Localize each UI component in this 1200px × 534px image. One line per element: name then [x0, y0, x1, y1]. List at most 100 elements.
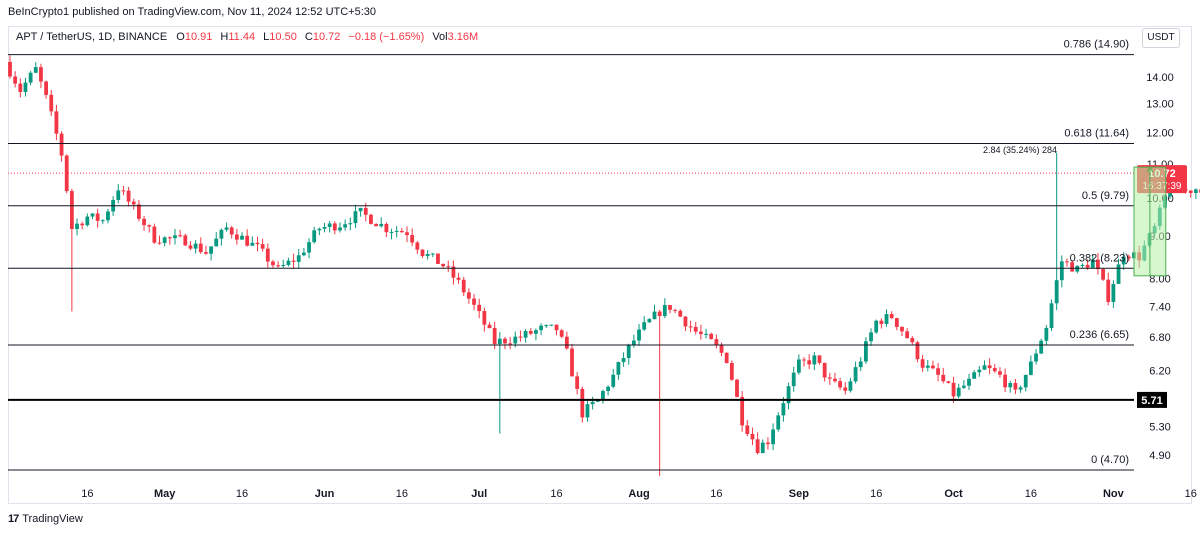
candle-body — [719, 345, 724, 353]
candle-body — [977, 369, 982, 373]
candle-body — [260, 244, 265, 249]
candle-body — [838, 381, 843, 388]
candle-body — [931, 365, 935, 369]
candle-body — [539, 325, 543, 331]
candle-body — [121, 190, 126, 192]
fib-level-label: 0.5 (9.79) — [1082, 190, 1129, 202]
candle-body — [889, 314, 894, 319]
candle-body — [657, 311, 662, 317]
publish-info: BeInCrypto1 published on TradingView.com… — [8, 6, 377, 18]
candle-body — [549, 324, 554, 326]
x-tick-label: 16 — [236, 488, 248, 500]
candle-body — [152, 226, 157, 243]
chart-frame[interactable] — [8, 26, 1192, 504]
candle-body — [858, 361, 863, 368]
fib-level-label: 0.618 (11.64) — [1064, 127, 1129, 139]
candle-body — [234, 234, 239, 240]
candle-body — [709, 333, 714, 340]
candle-body — [812, 355, 817, 365]
symbol-label[interactable]: APT / TetherUS, 1D, BINANCE — [16, 31, 168, 43]
candle-body — [827, 377, 832, 379]
candle-body — [606, 386, 610, 392]
candle-body — [8, 61, 12, 77]
y-tick-label: 4.90 — [1149, 450, 1170, 462]
candle-body — [307, 242, 311, 253]
candle-body — [688, 326, 693, 328]
y-tick-label: 5.30 — [1149, 422, 1170, 434]
candle-body — [456, 277, 461, 280]
candle-body — [399, 230, 404, 233]
candle-body — [95, 213, 100, 221]
candle-body — [1023, 374, 1028, 388]
candle-body — [822, 362, 827, 378]
candle-body — [466, 292, 471, 299]
candle-body — [534, 330, 538, 334]
x-tick-label: Aug — [628, 488, 649, 500]
volume-value: 3.16M — [447, 31, 479, 43]
candle-body — [925, 365, 930, 368]
candle-body — [972, 372, 977, 379]
candle-body — [1126, 256, 1131, 259]
candle-body — [570, 348, 574, 377]
fib-level-label: 0.382 (8.23) — [1070, 252, 1129, 264]
candle-body — [735, 379, 739, 397]
candle-body — [601, 391, 605, 400]
candle-body — [405, 232, 409, 236]
candle-body — [219, 229, 224, 239]
ohlc-legend: APT / TetherUS, 1D, BINANCE O10.91 H11.4… — [16, 31, 483, 43]
high-value: 11.44 — [228, 31, 256, 43]
y-tick-label: 14.00 — [1146, 72, 1174, 84]
candle-body — [137, 204, 141, 219]
candle-body — [998, 371, 1002, 375]
candle-body — [193, 243, 198, 249]
candle-body — [162, 237, 167, 244]
candle-body — [209, 246, 213, 254]
candle-body — [173, 235, 177, 239]
candle-body — [508, 343, 513, 345]
candle-body — [745, 425, 750, 434]
candle-body — [33, 67, 38, 73]
candle-body — [956, 387, 961, 397]
y-tick-label: 6.80 — [1149, 332, 1170, 344]
measure-label: 2.84 (35.24%) 284 — [983, 145, 1057, 155]
candle-body — [1085, 264, 1090, 268]
candle-body — [441, 264, 446, 267]
candle-body — [662, 305, 667, 317]
candle-body — [446, 266, 451, 268]
candle-body — [874, 320, 879, 333]
open-value: 10.91 — [184, 31, 213, 43]
candle-body — [1028, 361, 1033, 375]
fib-level-label: 0.236 (6.65) — [1070, 329, 1129, 341]
candle-body — [384, 223, 389, 233]
support-level-label: 5.71 — [1141, 395, 1162, 407]
currency-button[interactable]: USDT — [1142, 28, 1180, 48]
candle-body — [791, 372, 796, 387]
candle-body — [358, 207, 363, 212]
candle-body — [564, 336, 569, 349]
candle-body — [394, 230, 399, 232]
candle-body — [590, 401, 595, 405]
candle-body — [363, 207, 368, 215]
tradingview-footer[interactable]: 17 TradingView — [8, 513, 83, 525]
candle-body — [296, 255, 301, 262]
candle-body — [575, 376, 580, 389]
x-tick-label: 16 — [710, 488, 722, 500]
candle-body — [353, 211, 358, 224]
y-tick-label: 8.00 — [1149, 273, 1170, 285]
candle-body — [245, 235, 250, 246]
candle-body — [941, 374, 946, 382]
candle-body — [240, 235, 244, 240]
candle-body — [369, 214, 373, 224]
candle-body — [28, 72, 33, 83]
candle-body — [332, 223, 337, 231]
candle-body — [699, 331, 703, 335]
candle-body — [982, 365, 987, 370]
candle-body — [1090, 259, 1095, 268]
measure-arrow-head — [1146, 166, 1154, 173]
candle-body — [327, 223, 332, 227]
y-tick-label: 7.40 — [1149, 302, 1170, 314]
open-label: O — [176, 31, 185, 43]
candle-body — [946, 381, 951, 383]
candle-body — [518, 336, 523, 338]
